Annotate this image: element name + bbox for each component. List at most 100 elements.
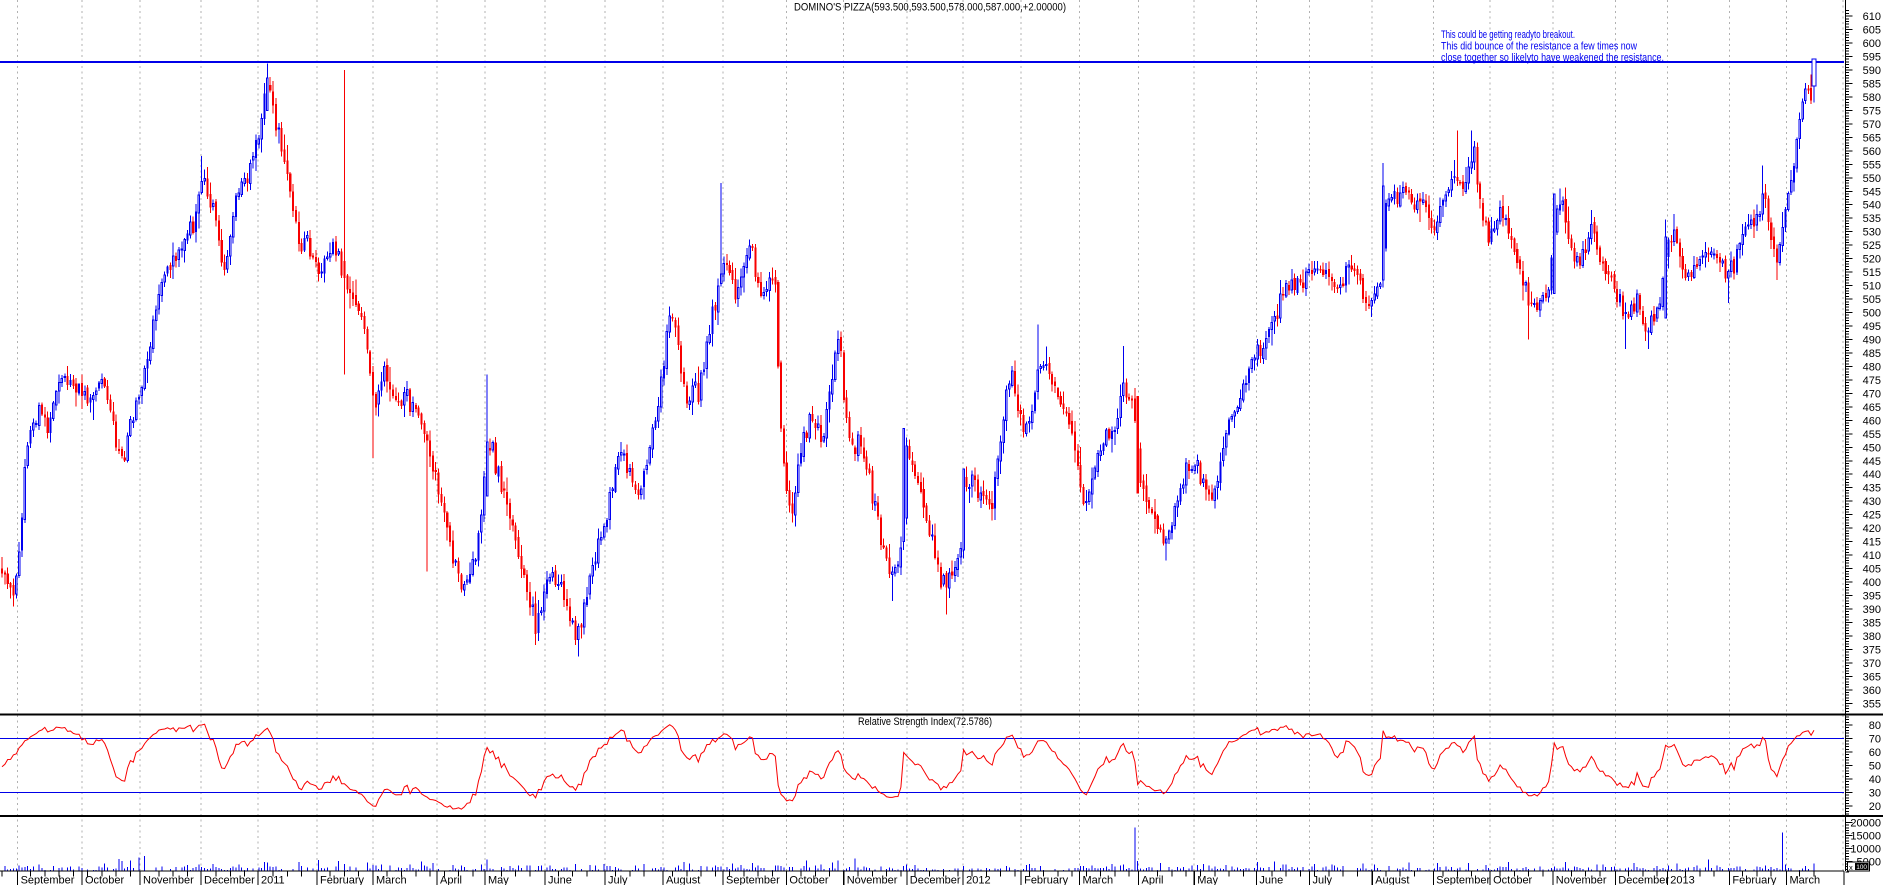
svg-text:485: 485 [1863,348,1881,360]
svg-text:May: May [488,875,509,886]
svg-text:390: 390 [1863,604,1881,616]
svg-text:August: August [666,875,700,886]
svg-text:475: 475 [1863,375,1881,387]
svg-text:July: July [1313,875,1333,886]
svg-text:November: November [1556,875,1607,886]
svg-text:450: 450 [1863,442,1881,454]
svg-text:DOMINO'S PIZZA(593.500,593.500: DOMINO'S PIZZA(593.500,593.500,578.000,5… [794,2,1066,14]
svg-text:December: December [1618,875,1669,886]
svg-text:430: 430 [1863,496,1881,508]
svg-text:April: April [440,875,462,886]
svg-text:595: 595 [1863,52,1881,64]
svg-text:395: 395 [1863,591,1881,603]
svg-text:July: July [608,875,628,886]
svg-text:380: 380 [1863,631,1881,643]
svg-text:355: 355 [1863,698,1881,710]
svg-text:385: 385 [1863,618,1881,630]
svg-text:565: 565 [1863,132,1881,144]
svg-text:June: June [548,875,572,886]
svg-text:April: April [1142,875,1164,886]
svg-text:505: 505 [1863,294,1881,306]
svg-text:This could be getting readyto: This could be getting readyto breakout. [1441,29,1575,41]
svg-text:610: 610 [1863,11,1881,23]
svg-text:530: 530 [1863,227,1881,239]
svg-text:December: December [910,875,961,886]
svg-text:November: November [143,875,194,886]
svg-text:490: 490 [1863,335,1881,347]
svg-text:August: August [1375,875,1409,886]
svg-text:375: 375 [1863,644,1881,656]
svg-text:50: 50 [1869,761,1881,773]
svg-text:415: 415 [1863,537,1881,549]
svg-text:550: 550 [1863,173,1881,185]
svg-text:540: 540 [1863,200,1881,212]
svg-text:30: 30 [1869,788,1881,800]
svg-text:September: September [726,875,780,886]
svg-text:June: June [1259,875,1283,886]
svg-text:590: 590 [1863,65,1881,77]
svg-text:455: 455 [1863,429,1881,441]
svg-text:545: 545 [1863,186,1881,198]
svg-text:425: 425 [1863,510,1881,522]
svg-text:480: 480 [1863,361,1881,373]
svg-text:40: 40 [1869,774,1881,786]
svg-text:420: 420 [1863,523,1881,535]
svg-text:September: September [21,875,75,886]
svg-text:15000: 15000 [1850,831,1881,843]
svg-text:December: December [204,875,255,886]
svg-text:20: 20 [1869,801,1881,813]
svg-text:October: October [789,875,828,886]
svg-text:October: October [1493,875,1532,886]
svg-text:10000: 10000 [1850,844,1881,856]
svg-text:March: March [1083,875,1114,886]
svg-text:410: 410 [1863,550,1881,562]
svg-text:495: 495 [1863,321,1881,333]
svg-text:510: 510 [1863,281,1881,293]
svg-text:March: March [376,875,407,886]
svg-text:555: 555 [1863,159,1881,171]
svg-text:Relative Strength Index(72.578: Relative Strength Index(72.5786) [858,716,992,728]
svg-text:November: November [847,875,898,886]
svg-text:585: 585 [1863,79,1881,91]
svg-text:440: 440 [1863,469,1881,481]
svg-text:400: 400 [1863,577,1881,589]
svg-text:460: 460 [1863,415,1881,427]
svg-text:570: 570 [1863,119,1881,131]
svg-text:February: February [1732,875,1777,886]
svg-text:80: 80 [1869,720,1881,732]
svg-text:515: 515 [1863,267,1881,279]
svg-text:365: 365 [1863,671,1881,683]
svg-text:October: October [85,875,124,886]
svg-text:405: 405 [1863,564,1881,576]
svg-text:360: 360 [1863,685,1881,697]
svg-text:60: 60 [1869,747,1881,759]
svg-text:575: 575 [1863,105,1881,117]
svg-text:465: 465 [1863,402,1881,414]
svg-text:600: 600 [1863,38,1881,50]
svg-text:100: 100 [1856,864,1867,871]
svg-text:February: February [1024,875,1069,886]
svg-text:520: 520 [1863,254,1881,266]
svg-text:September: September [1436,875,1490,886]
svg-text:2011: 2011 [261,875,285,886]
svg-text:March: March [1790,875,1821,886]
svg-text:2012: 2012 [966,875,990,886]
svg-text:70: 70 [1869,734,1881,746]
svg-text:This did bounce of the resista: This did bounce of the resistance a few … [1441,40,1637,52]
svg-text:February: February [320,875,365,886]
svg-text:x: x [1849,863,1853,872]
svg-text:close together so likelyto hav: close together so likelyto have weakened… [1441,52,1664,64]
svg-text:525: 525 [1863,240,1881,252]
svg-text:20000: 20000 [1850,818,1881,830]
svg-text:2013: 2013 [1670,875,1694,886]
svg-text:370: 370 [1863,658,1881,670]
svg-text:435: 435 [1863,483,1881,495]
svg-text:560: 560 [1863,146,1881,158]
svg-text:May: May [1197,875,1218,886]
svg-text:470: 470 [1863,388,1881,400]
svg-text:580: 580 [1863,92,1881,104]
svg-text:445: 445 [1863,456,1881,468]
svg-text:500: 500 [1863,308,1881,320]
svg-text:535: 535 [1863,213,1881,225]
svg-text:605: 605 [1863,25,1881,37]
